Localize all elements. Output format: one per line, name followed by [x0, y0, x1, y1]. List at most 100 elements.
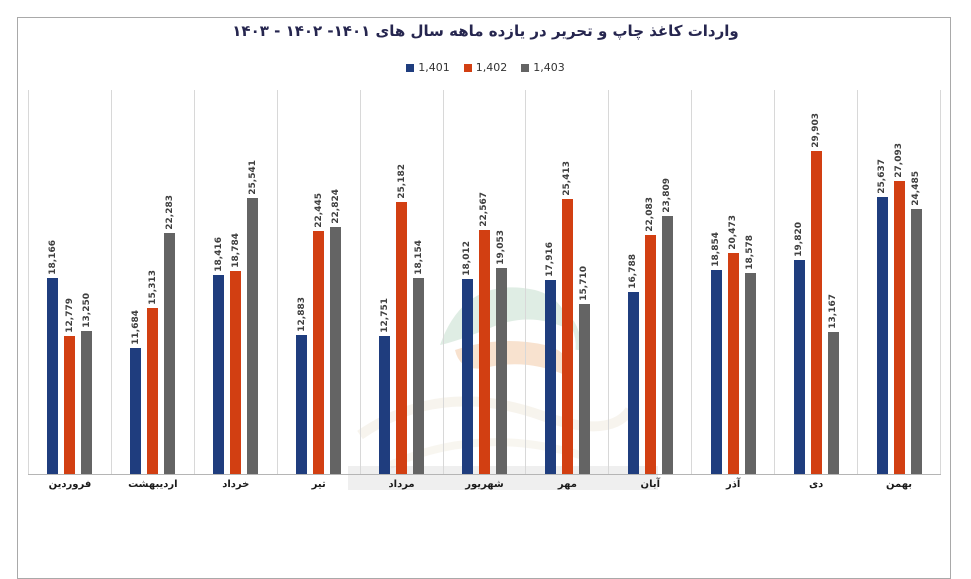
bar-cluster: 18,854 20,473 18,578 [692, 90, 774, 474]
bar [379, 336, 391, 474]
bar-value-label: 18,784 [230, 233, 241, 268]
bar-column: 18,784 [230, 90, 242, 474]
bar-value-label: 25,413 [562, 161, 573, 196]
bar-group: 18,166 12,779 13,250 فروردین [28, 90, 111, 490]
bar-value-label: 24,485 [911, 171, 922, 206]
bar-value-label: 12,751 [379, 298, 390, 333]
bar-value-label: 15,313 [147, 270, 158, 305]
bar [876, 197, 888, 474]
bar-cluster: 12,883 22,445 22,824 [278, 90, 360, 474]
bar-cluster: 25,637 27,093 24,485 [858, 90, 940, 474]
bar-value-label: 12,779 [64, 298, 75, 333]
bar-column: 18,012 [461, 90, 473, 474]
bar-cluster: 18,416 18,784 25,541 [195, 90, 277, 474]
bar-column: 17,916 [544, 90, 556, 474]
bar [247, 198, 259, 474]
month-label: اردیبهشت [128, 479, 178, 490]
bar-value-label: 13,250 [81, 293, 92, 328]
bar [164, 233, 176, 474]
bar-value-label: 29,903 [811, 113, 822, 148]
bar-column: 20,473 [727, 90, 739, 474]
bar-column: 19,820 [793, 90, 805, 474]
bar [313, 231, 325, 474]
bar-value-label: 18,854 [711, 232, 722, 267]
bar-value-label: 18,154 [413, 240, 424, 275]
legend: 1,401 1,402 1,403 [0, 61, 971, 74]
month-label: تیر [311, 479, 326, 490]
bar-cluster: 19,820 29,903 13,167 [775, 90, 857, 474]
bar-column: 12,751 [379, 90, 391, 474]
bar-group: 18,854 20,473 18,578 آذر [691, 90, 774, 490]
bar-value-label: 25,637 [877, 159, 888, 194]
bar-group: 25,637 27,093 24,485 بهمن [857, 90, 941, 490]
bar-group: 18,012 22,567 19,053 شهریور [442, 90, 526, 490]
bar-value-label: 18,166 [47, 240, 58, 275]
bar [396, 202, 408, 474]
legend-label: 1,402 [475, 61, 508, 74]
bar-value-label: 12,883 [296, 297, 307, 332]
legend-swatch-icon [463, 63, 472, 72]
bar-value-label: 20,473 [728, 215, 739, 250]
month-label: فروردین [48, 479, 92, 490]
bar-value-label: 15,710 [579, 266, 590, 301]
bar [64, 336, 76, 474]
bar-column: 27,093 [893, 90, 905, 474]
bar-column: 13,250 [81, 90, 93, 474]
month-label: دی [808, 479, 824, 490]
bar-column: 19,053 [495, 90, 507, 474]
legend-swatch-icon [521, 63, 530, 72]
bar-column: 12,779 [64, 90, 76, 474]
bar [661, 216, 673, 474]
bar-group: 11,684 15,313 22,283 اردیبهشت [110, 90, 194, 490]
bar-group: 16,788 22,083 23,809 آبان [608, 90, 691, 490]
bar [544, 280, 556, 474]
month-label: آذر [726, 479, 741, 490]
bar [893, 181, 905, 474]
month-label: مهر [557, 479, 577, 490]
month-label: بهمن [885, 479, 913, 490]
bar-column: 15,313 [147, 90, 159, 474]
legend-item: 1,401 [406, 61, 450, 74]
legend-item: 1,402 [463, 61, 508, 74]
bar [910, 209, 922, 474]
bar-column: 12,883 [296, 90, 308, 474]
bar [47, 278, 59, 474]
bar [213, 275, 225, 474]
bar-column: 22,283 [164, 90, 176, 474]
month-label: آبان [640, 479, 661, 490]
bar-value-label: 19,820 [794, 222, 805, 257]
bar-column: 13,167 [827, 90, 839, 474]
bar [644, 235, 656, 474]
bar-column: 18,154 [413, 90, 425, 474]
legend-label: 1,403 [533, 61, 565, 74]
bar-value-label: 23,809 [662, 178, 673, 213]
bar [710, 270, 722, 474]
bar-cluster: 11,684 15,313 22,283 [112, 90, 194, 474]
bar [827, 332, 839, 474]
bar-value-label: 25,182 [396, 164, 407, 199]
bar [727, 253, 739, 474]
bar [627, 292, 639, 474]
bar-value-label: 22,824 [330, 189, 341, 224]
bar [230, 271, 242, 474]
bar-value-label: 22,283 [164, 195, 175, 230]
bar [413, 278, 425, 474]
bar [561, 199, 573, 474]
bar-value-label: 13,167 [828, 294, 839, 329]
bar-column: 25,182 [396, 90, 408, 474]
bar [330, 227, 342, 474]
bar-column: 22,567 [478, 90, 490, 474]
bar-value-label: 22,567 [479, 192, 490, 227]
bar-value-label: 17,916 [545, 242, 556, 277]
month-label: مرداد [388, 479, 415, 490]
bar-cluster: 12,751 25,182 18,154 [361, 90, 443, 474]
bar-value-label: 27,093 [894, 143, 905, 178]
bar-column: 18,578 [744, 90, 756, 474]
month-label: شهریور [465, 479, 504, 490]
bar-value-label: 11,684 [130, 310, 141, 345]
bar-column: 16,788 [627, 90, 639, 474]
bar-value-label: 25,541 [247, 160, 258, 195]
bar [810, 151, 822, 474]
bar-column: 11,684 [130, 90, 142, 474]
bar-value-label: 18,012 [462, 241, 473, 276]
